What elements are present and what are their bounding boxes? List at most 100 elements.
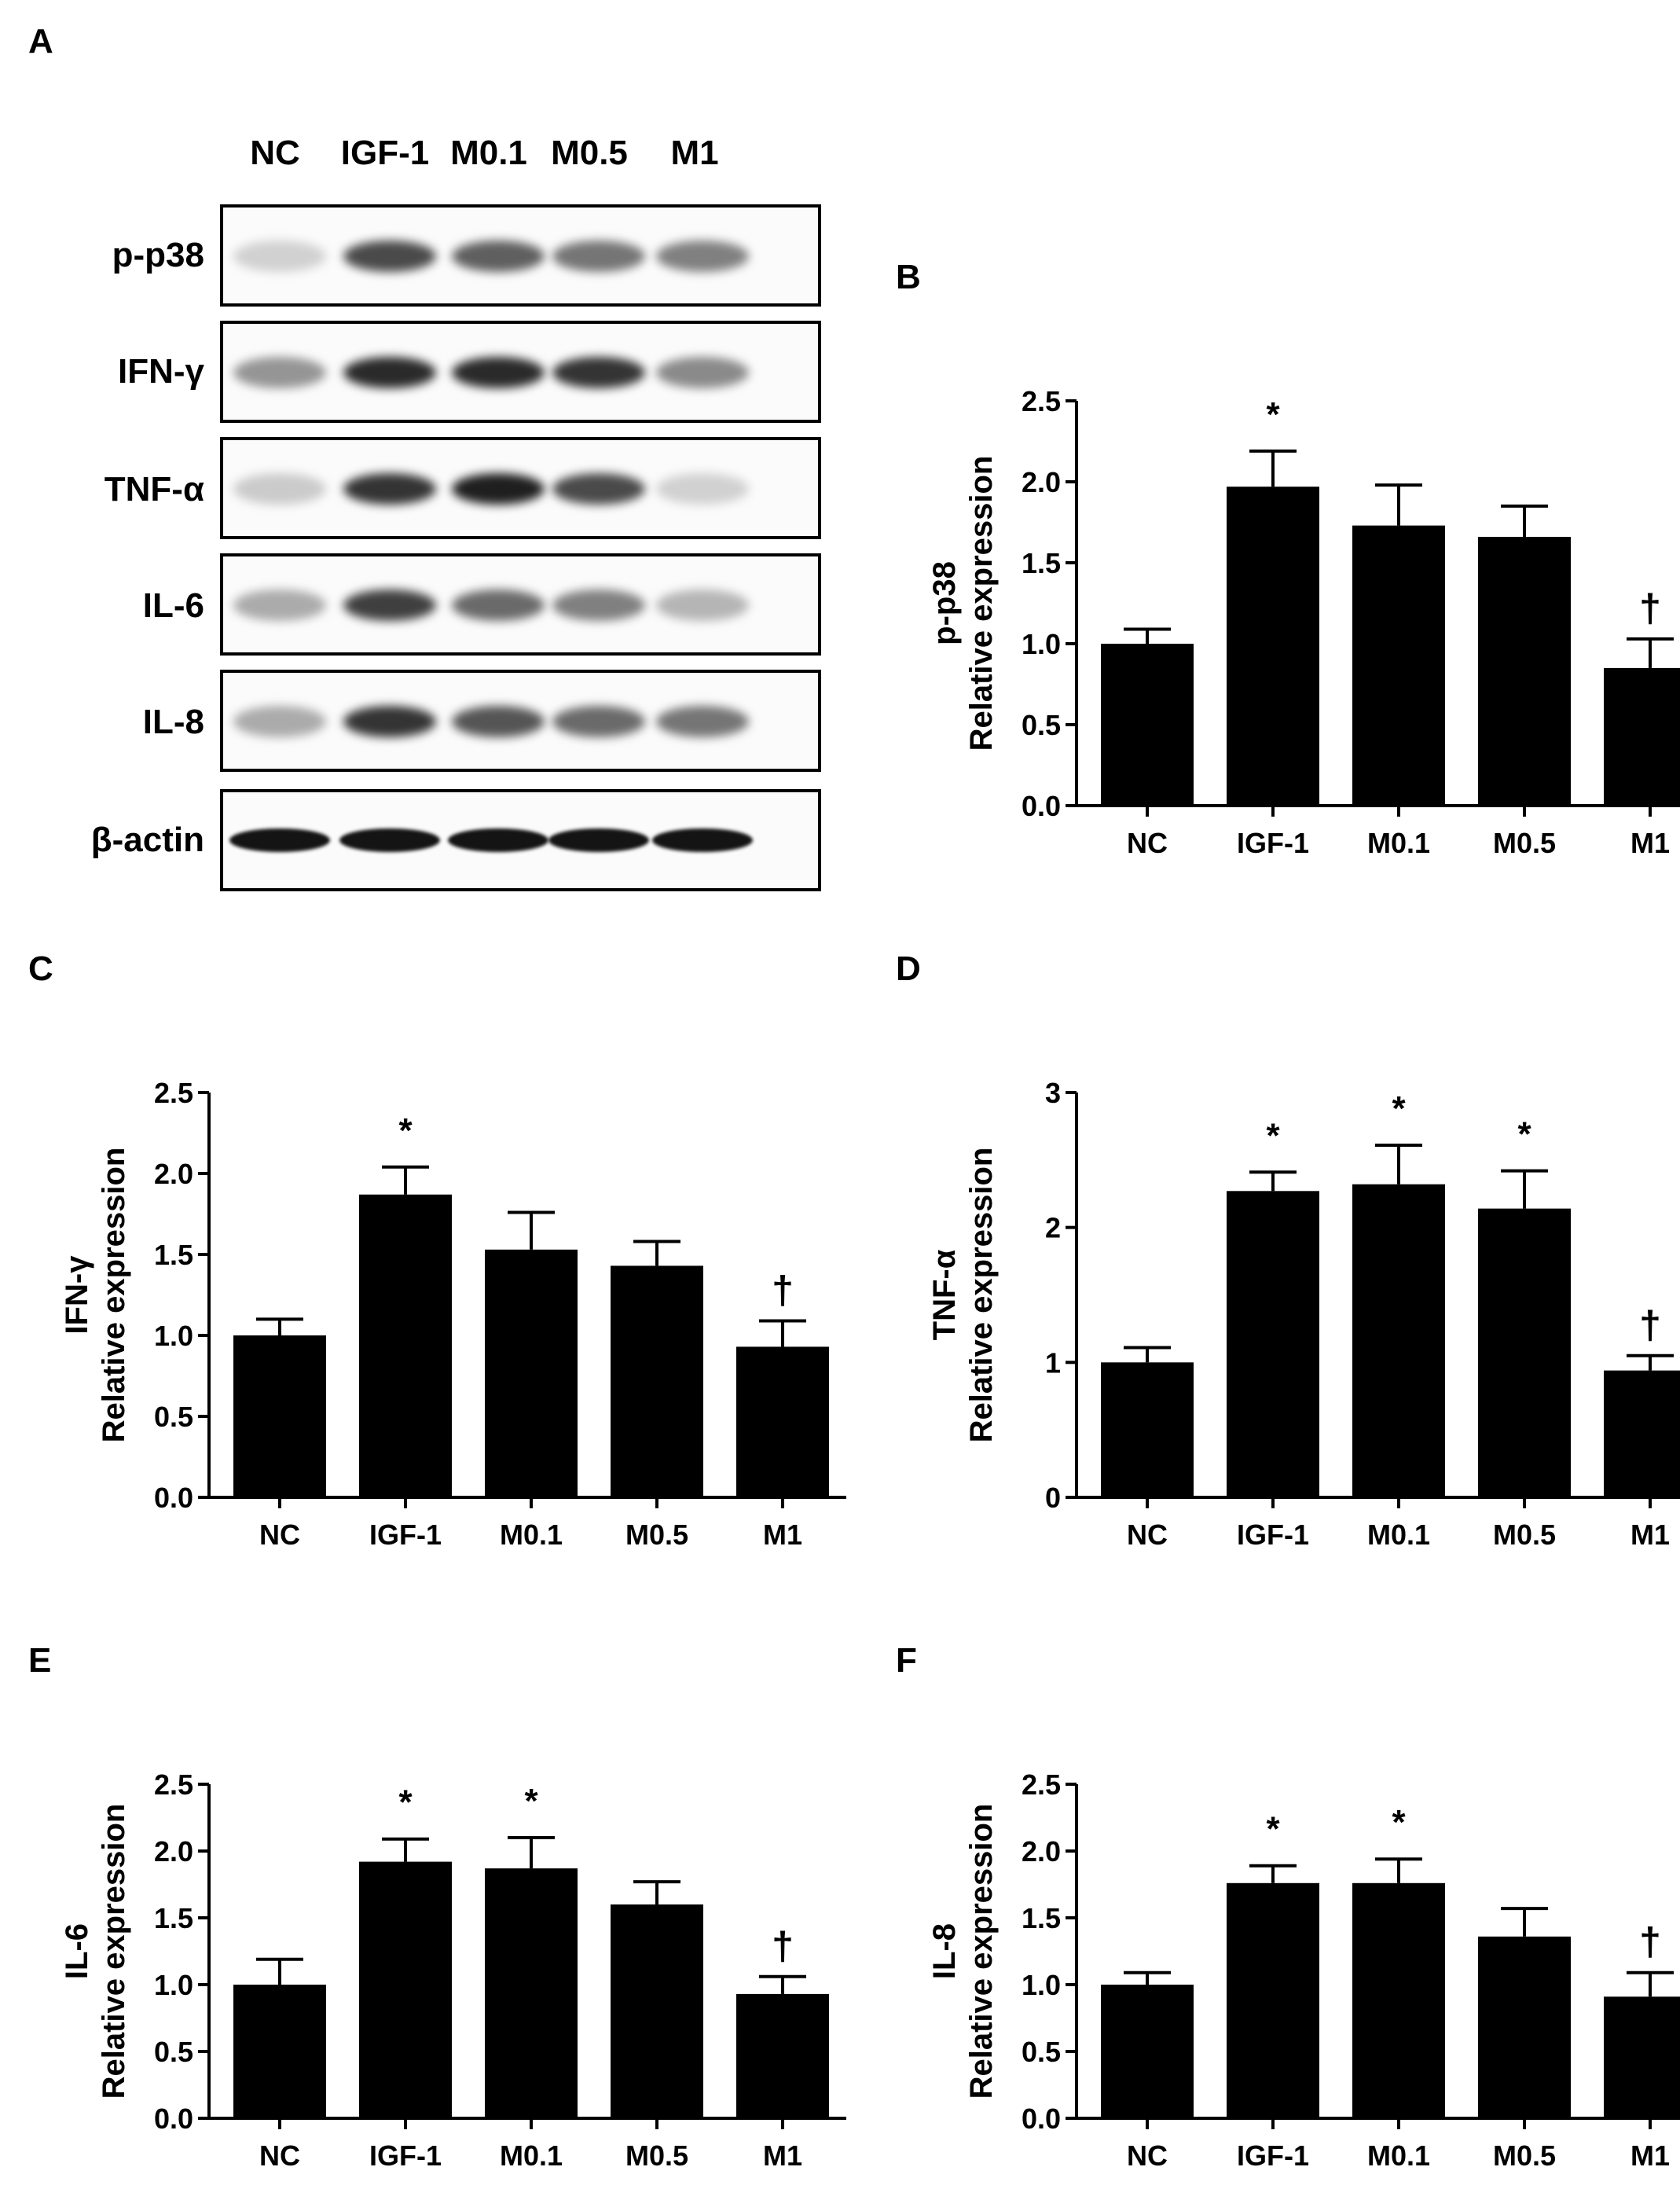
x-tick-label: M1 (763, 2139, 802, 2172)
significance-marker: * (1266, 395, 1280, 434)
panel-letter-a: A (28, 22, 53, 61)
blot-band (656, 706, 749, 737)
significance-marker: † (1639, 1303, 1661, 1347)
blot-band (229, 828, 330, 852)
y-axis-title-marker: IL-6 (60, 1923, 94, 1979)
significance-marker: * (398, 1783, 413, 1822)
y-tick-label: 0.0 (154, 2103, 193, 2135)
blot-band (343, 357, 436, 388)
y-tick-label: 2.5 (1022, 385, 1061, 417)
blot-label-il-6: IL-6 (142, 586, 204, 625)
x-tick-label: NC (1127, 2139, 1168, 2172)
significance-marker: * (1392, 1089, 1406, 1128)
y-tick-label: 1.5 (154, 1239, 193, 1271)
x-tick-label: IGF-1 (1237, 2139, 1309, 2172)
blot-band (452, 589, 545, 621)
bar-m1 (1604, 667, 1680, 806)
blot-band (552, 706, 645, 737)
lane-header-m05: M0.5 (551, 134, 628, 172)
blot-band (233, 589, 326, 621)
significance-marker: * (1517, 1115, 1531, 1154)
bar-m1 (1604, 1370, 1680, 1497)
bar-igf-1 (1227, 1882, 1319, 2118)
bar-nc (233, 1335, 326, 1497)
x-tick-label: NC (259, 1519, 300, 1551)
blot-label-ifn-gamma: IFN-γ (118, 352, 204, 391)
y-axis-title-marker: IFN-γ (60, 1255, 94, 1335)
blot-band (656, 357, 749, 388)
bar-m0.1 (1352, 1184, 1445, 1497)
y-tick-label: 1.0 (154, 1320, 193, 1352)
blot-band (233, 706, 326, 737)
y-tick-label: 2.0 (154, 1158, 193, 1190)
blot-band (656, 241, 749, 272)
lane-header-igf1: IGF-1 (340, 134, 430, 172)
y-tick-label: 0.0 (154, 1482, 193, 1514)
y-tick-label: 2 (1045, 1212, 1061, 1244)
bar-m0.1 (1352, 1882, 1445, 2118)
x-tick-label: M1 (1630, 827, 1670, 859)
panel-letter-d: D (896, 949, 921, 988)
y-tick-label: 2.5 (154, 1768, 193, 1801)
blot-band (339, 828, 440, 852)
blot-band (548, 828, 649, 852)
blot-label-il-8: IL-8 (142, 703, 204, 741)
bar-igf-1 (1227, 1191, 1319, 1497)
bar-chart-b-p-p38: p-p38 Relative expression 0.0 0.5 1.0 1.5 2.0 2… (927, 385, 1680, 859)
y-tick-label: 3 (1045, 1077, 1061, 1109)
y-tick-label: 1.0 (154, 1969, 193, 2001)
blot-band (343, 241, 436, 272)
blot-band (552, 589, 645, 621)
x-tick-label: M1 (1630, 2139, 1670, 2172)
blot-strip-beta-actin (220, 789, 821, 891)
blot-band (452, 473, 545, 505)
bar-m1 (1604, 1996, 1680, 2118)
blot-strip-il-6 (220, 553, 821, 656)
lane-header-nc: NC (250, 134, 300, 172)
y-tick-label: 0.0 (1022, 790, 1061, 822)
significance-marker: * (1266, 1116, 1280, 1155)
bar-nc (1101, 644, 1194, 806)
x-tick-label: M1 (1630, 1519, 1670, 1551)
y-tick-label: 0.5 (154, 1401, 193, 1433)
bar-m0.1 (485, 1868, 578, 2118)
y-tick-label: 0 (1045, 1482, 1061, 1514)
y-axis-title: Relative expression (97, 1148, 131, 1443)
x-tick-label: M0.1 (1367, 1519, 1430, 1551)
y-tick-label: 1.5 (1022, 547, 1061, 579)
blot-band (343, 706, 436, 737)
blot-strip-p-p38 (220, 204, 821, 307)
blot-band (552, 241, 645, 272)
y-axis-title-marker: p-p38 (927, 561, 962, 645)
bar-chart-d-tnf-alpha: TNF-α Relative expression 0 1 2 3 NC * IGF-1 * M0.… (927, 1077, 1680, 1551)
y-tick-label: 1 (1045, 1346, 1061, 1379)
bar-m0.5 (1478, 537, 1571, 806)
bar-m1 (736, 1346, 829, 1497)
blot-band (552, 357, 645, 388)
y-tick-label: 2.0 (1022, 466, 1061, 498)
y-axis-title: Relative expression (97, 1804, 131, 2099)
x-tick-label: IGF-1 (369, 1519, 442, 1551)
significance-marker: † (1639, 1920, 1661, 1964)
western-blot-panel: NC IGF-1 M0.1 M0.5 M1 p-p38 IFN-γ TNF-α … (0, 0, 864, 904)
bar-chart-e-il-6: IL-6 Relative expression 0.0 0.5 1.0 1.5 2.0 2.… (60, 1768, 846, 2172)
blot-band (343, 589, 436, 621)
bar-m0.5 (611, 1265, 703, 1497)
y-tick-label: 0.5 (1022, 709, 1061, 741)
blot-band (233, 473, 326, 505)
significance-marker: * (1392, 1803, 1406, 1842)
blot-band (656, 473, 749, 505)
bar-nc (233, 1985, 326, 2118)
blot-band (343, 473, 436, 505)
bar-m0.1 (485, 1249, 578, 1497)
blot-band (552, 473, 645, 505)
x-tick-label: M0.5 (625, 1519, 688, 1551)
x-tick-label: IGF-1 (369, 2139, 442, 2172)
significance-marker: † (1639, 586, 1661, 630)
blot-strip-il-8 (220, 670, 821, 772)
y-tick-label: 2.5 (1022, 1768, 1061, 1801)
bar-igf-1 (359, 1861, 452, 2118)
panel-letter-b: B (896, 258, 921, 296)
y-tick-label: 1.5 (1022, 1902, 1061, 1934)
bar-igf-1 (359, 1194, 452, 1497)
